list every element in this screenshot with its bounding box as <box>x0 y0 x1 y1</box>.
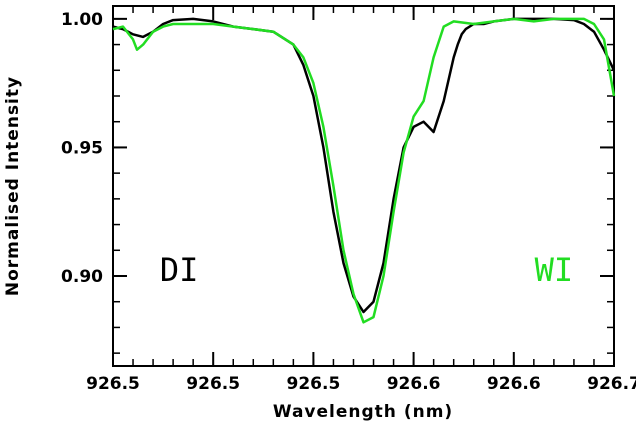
y-axis-title: Normalised Intensity <box>3 76 23 296</box>
x-tick-label: 926.7 <box>587 374 636 394</box>
x-tick-label: 926.5 <box>287 374 341 394</box>
y-tick-label: 0.95 <box>61 138 103 158</box>
y-tick-label: 0.90 <box>61 267 103 287</box>
x-tick-label: 926.6 <box>487 374 541 394</box>
x-tick-label: 926.5 <box>186 374 240 394</box>
x-tick-labels: 926.5 926.5 926.5 926.6 926.6 926.7 <box>86 374 636 394</box>
y-tick-label: 1.00 <box>61 10 103 30</box>
series-lines <box>112 17 616 324</box>
series-annotation-di: DI <box>160 251 199 289</box>
series-annotations: DI WI <box>160 251 573 289</box>
x-tick-label: 926.5 <box>86 374 140 394</box>
y-tick-labels: 0.90 0.95 1.00 <box>61 10 103 287</box>
series-line-wi <box>112 17 616 324</box>
x-tick-label: 926.6 <box>387 374 441 394</box>
x-axis-title: Wavelength (nm) <box>273 402 453 422</box>
plot-frame <box>112 5 615 367</box>
series-annotation-wi: WI <box>535 251 574 289</box>
